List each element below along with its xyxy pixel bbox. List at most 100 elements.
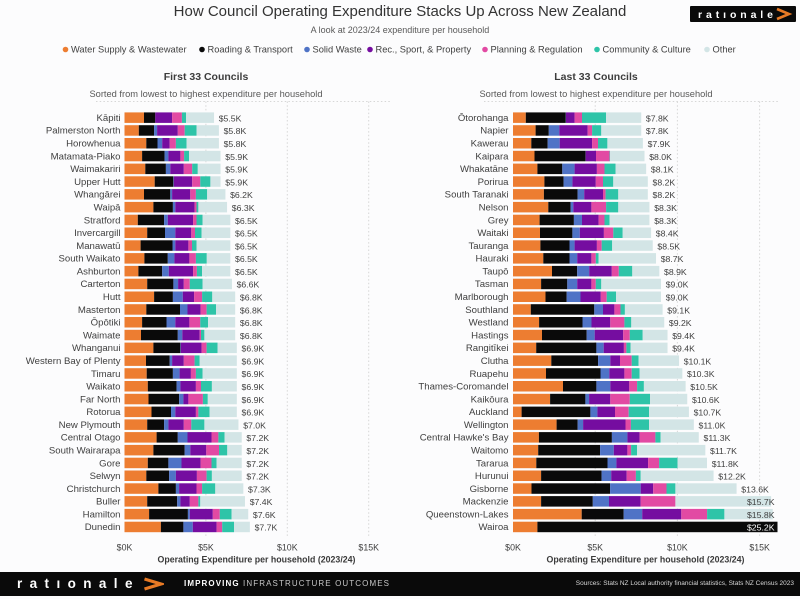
svg-text:$15.8K: $15.8K [747, 510, 775, 520]
svg-text:Central Otago: Central Otago [61, 433, 121, 444]
svg-text:$5.9K: $5.9K [225, 177, 248, 187]
svg-text:Gore: Gore [99, 458, 120, 469]
svg-text:Carterton: Carterton [81, 279, 121, 290]
svg-text:$8.9K: $8.9K [664, 267, 687, 277]
svg-text:$13.6K: $13.6K [741, 484, 769, 494]
svg-text:$6.2K: $6.2K [230, 190, 253, 200]
svg-text:Wairoa: Wairoa [478, 522, 509, 533]
svg-text:$9.4K: $9.4K [672, 331, 695, 341]
svg-text:$9.2K: $9.2K [669, 318, 692, 328]
svg-text:Waimakariri: Waimakariri [70, 164, 120, 175]
svg-text:$6.9K: $6.9K [242, 395, 265, 405]
svg-text:Clutha: Clutha [481, 356, 509, 367]
svg-text:Kawerau: Kawerau [471, 139, 509, 150]
svg-text:$7.3K: $7.3K [248, 484, 271, 494]
svg-text:Other: Other [713, 44, 736, 54]
svg-text:$6.3K: $6.3K [232, 203, 255, 213]
svg-text:$7.0K: $7.0K [243, 420, 266, 430]
svg-text:Waimate: Waimate [83, 330, 121, 341]
svg-text:$10K: $10K [277, 543, 298, 553]
svg-text:Auckland: Auckland [469, 407, 508, 418]
svg-text:Masterton: Masterton [78, 305, 121, 316]
svg-text:Ōtorohanga: Ōtorohanga [458, 113, 509, 124]
svg-text:$9.1K: $9.1K [667, 305, 690, 315]
svg-text:$5.8K: $5.8K [224, 139, 247, 149]
svg-text:$10.3K: $10.3K [687, 369, 715, 379]
svg-text:Gisborne: Gisborne [470, 484, 509, 495]
svg-text:Far North: Far North [80, 394, 121, 405]
svg-text:$11.8K: $11.8K [712, 459, 739, 469]
svg-text:Planning & Regulation: Planning & Regulation [491, 44, 583, 54]
svg-text:$0K: $0K [117, 543, 133, 553]
svg-text:Central Hawke's Bay: Central Hawke's Bay [420, 433, 509, 444]
svg-text:$7.4K: $7.4K [250, 497, 273, 507]
svg-text:Thames-Coromandel: Thames-Coromandel [418, 382, 508, 393]
svg-text:Waitomo: Waitomo [471, 446, 509, 457]
svg-text:Horowhenua: Horowhenua [66, 139, 121, 150]
svg-text:Christchurch: Christchurch [67, 484, 121, 495]
svg-text:South Wairarapa: South Wairarapa [49, 446, 121, 457]
svg-text:Palmerston North: Palmerston North [46, 126, 121, 137]
svg-text:New Plymouth: New Plymouth [59, 420, 121, 431]
svg-text:$6.8K: $6.8K [240, 331, 263, 341]
svg-text:Selwyn: Selwyn [90, 471, 121, 482]
svg-text:$7.8K: $7.8K [646, 126, 669, 136]
svg-text:Whakatāne: Whakatāne [460, 164, 509, 175]
svg-text:$7.9K: $7.9K [648, 139, 671, 149]
svg-text:$6.9K: $6.9K [242, 382, 265, 392]
svg-text:$5.5K: $5.5K [219, 114, 242, 124]
svg-text:$6.9K: $6.9K [242, 369, 265, 379]
svg-text:Waitaki: Waitaki [477, 228, 508, 239]
svg-text:Upper Hutt: Upper Hutt [74, 177, 121, 188]
svg-text:Water Supply & Wastewater: Water Supply & Wastewater [71, 44, 187, 54]
svg-text:$6.5K: $6.5K [235, 229, 258, 239]
svg-text:$8.1K: $8.1K [651, 165, 674, 175]
svg-text:Hauraki: Hauraki [475, 254, 508, 265]
svg-text:Operating Expenditure per hous: Operating Expenditure per household (202… [547, 555, 745, 565]
svg-text:$8.3K: $8.3K [654, 203, 677, 213]
svg-text:$10K: $10K [667, 543, 688, 553]
svg-text:$7.2K: $7.2K [246, 472, 269, 482]
svg-text:Southland: Southland [465, 305, 508, 316]
svg-text:Operating Expenditure per hous: Operating Expenditure per household (202… [158, 555, 356, 565]
svg-text:$7.6K: $7.6K [253, 510, 276, 520]
svg-text:$6.9K: $6.9K [242, 357, 265, 367]
svg-text:Taupō: Taupō [482, 266, 508, 277]
svg-text:Whangārei: Whangārei [74, 190, 120, 201]
svg-text:$8.2K: $8.2K [653, 190, 676, 200]
svg-text:Waikato: Waikato [86, 382, 120, 393]
svg-text:Dunedin: Dunedin [85, 522, 121, 533]
svg-text:Rec., Sport, & Property: Rec., Sport, & Property [376, 44, 472, 54]
svg-text:Kaikōura: Kaikōura [471, 394, 510, 405]
svg-text:Timaru: Timaru [91, 369, 121, 380]
svg-text:$0K: $0K [505, 543, 521, 553]
svg-text:$15.7K: $15.7K [747, 497, 775, 507]
svg-text:$5K: $5K [198, 543, 214, 553]
svg-text:$8.4K: $8.4K [656, 229, 679, 239]
svg-text:$7.7K: $7.7K [255, 523, 278, 533]
svg-text:$8.3K: $8.3K [654, 216, 677, 226]
svg-text:Westland: Westland [469, 318, 509, 329]
svg-text:Hastings: Hastings [471, 330, 509, 341]
svg-text:Matamata-Piako: Matamata-Piako [51, 151, 121, 162]
svg-text:$9.0K: $9.0K [666, 293, 689, 303]
svg-text:Kaipara: Kaipara [475, 151, 509, 162]
svg-text:Ashburton: Ashburton [77, 266, 121, 277]
svg-text:Ōpōtiki: Ōpōtiki [91, 318, 121, 329]
svg-text:Wellington: Wellington [464, 420, 509, 431]
svg-text:$10.6K: $10.6K [692, 395, 720, 405]
svg-text:$10.5K: $10.5K [690, 382, 718, 392]
svg-text:$9.4K: $9.4K [672, 344, 695, 354]
svg-text:Nelson: Nelson [479, 203, 509, 214]
svg-text:$7.2K: $7.2K [246, 459, 269, 469]
svg-text:$6.6K: $6.6K [237, 280, 260, 290]
svg-text:Rotorua: Rotorua [86, 407, 121, 418]
svg-text:$5K: $5K [587, 543, 603, 553]
svg-text:South Taranaki: South Taranaki [445, 190, 509, 201]
svg-text:Hutt: Hutt [103, 292, 121, 303]
svg-text:Western Bay of Plenty: Western Bay of Plenty [26, 356, 121, 367]
svg-text:$8.0K: $8.0K [649, 152, 672, 162]
svg-text:Solid Waste: Solid Waste [313, 44, 362, 54]
svg-text:$11.0K: $11.0K [699, 420, 726, 430]
svg-text:$8.7K: $8.7K [661, 254, 684, 264]
